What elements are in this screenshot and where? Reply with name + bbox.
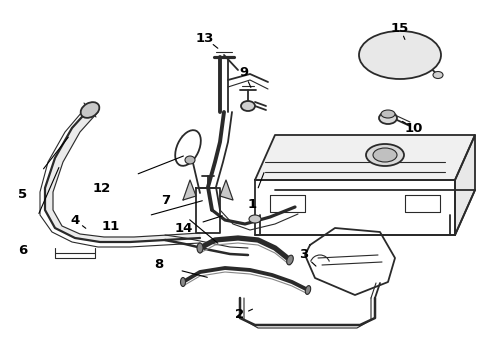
Text: 9: 9 (240, 66, 248, 78)
Text: 12: 12 (93, 181, 111, 194)
Polygon shape (255, 135, 475, 180)
Ellipse shape (381, 110, 395, 118)
Text: 1: 1 (247, 198, 257, 211)
Text: 11: 11 (102, 220, 120, 233)
Ellipse shape (305, 285, 311, 294)
Text: 6: 6 (19, 243, 27, 256)
Polygon shape (183, 180, 196, 200)
Text: 15: 15 (391, 22, 409, 35)
Ellipse shape (287, 255, 294, 265)
Text: 5: 5 (19, 189, 27, 202)
Polygon shape (45, 108, 200, 242)
Ellipse shape (379, 112, 397, 124)
Ellipse shape (180, 278, 186, 287)
Text: 14: 14 (175, 221, 193, 234)
Polygon shape (455, 135, 475, 235)
Ellipse shape (185, 156, 195, 164)
Ellipse shape (373, 148, 397, 162)
Ellipse shape (241, 101, 255, 111)
Text: 8: 8 (154, 258, 164, 271)
Text: 3: 3 (299, 248, 309, 261)
Ellipse shape (197, 243, 203, 253)
Ellipse shape (249, 215, 261, 223)
Text: 2: 2 (235, 309, 245, 321)
Text: 4: 4 (71, 213, 79, 226)
Ellipse shape (366, 144, 404, 166)
Text: 10: 10 (405, 122, 423, 135)
Ellipse shape (175, 130, 201, 166)
Ellipse shape (359, 31, 441, 79)
Ellipse shape (81, 102, 99, 118)
Polygon shape (196, 188, 220, 233)
Ellipse shape (433, 72, 443, 78)
Text: 13: 13 (196, 31, 214, 45)
Text: 7: 7 (161, 194, 171, 207)
Polygon shape (220, 180, 233, 200)
Polygon shape (255, 180, 455, 235)
Polygon shape (305, 228, 395, 295)
